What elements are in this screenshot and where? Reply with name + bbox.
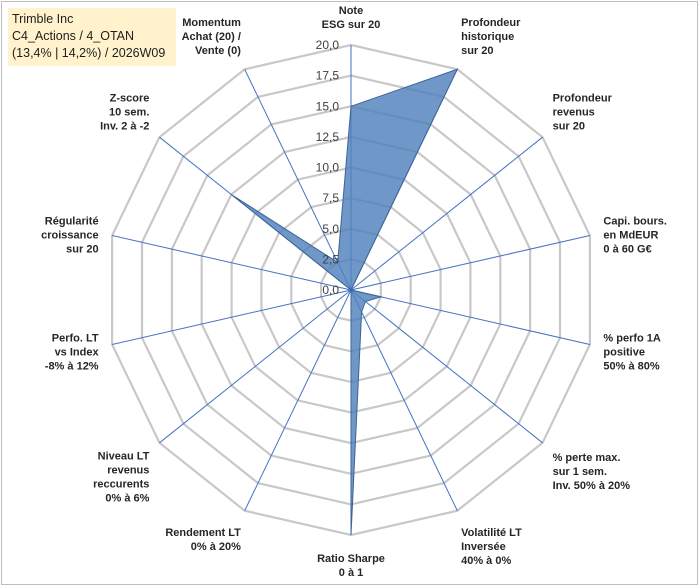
tick-label: 5,0 — [322, 222, 339, 236]
axis-spoke — [350, 136, 543, 291]
axis-spoke — [350, 289, 543, 444]
axis-label: Profondeur revenus sur 20 — [553, 92, 613, 132]
axis-label: Z-score 10 sem. Inv. 2 à -2 — [100, 92, 149, 132]
axis-label: Rendement LT 0% à 20% — [165, 527, 241, 553]
period-label: (13,4% | 14,2%) / 2026W09 — [12, 46, 166, 60]
axis-spoke — [350, 289, 591, 345]
axis-spoke — [244, 289, 352, 511]
axis-label: Volatilité LT Inversée 40% à 0% — [461, 527, 522, 567]
axis-spoke — [111, 235, 352, 291]
category-label: C4_Actions / 4_OTAN — [12, 29, 135, 43]
axis-spoke — [159, 289, 352, 444]
axis-spoke — [244, 69, 352, 291]
tick-label: 7,5 — [322, 191, 339, 205]
tick-label: 17,5 — [316, 69, 340, 83]
data-series-area — [230, 68, 459, 536]
axis-spoke — [111, 289, 352, 345]
axis-label: Niveau LT revenus reccurents 0% à 6% — [93, 450, 150, 504]
tick-label: 0,0 — [322, 283, 339, 297]
axis-label: Capi. bours. en MdEUR 0 à 60 G€ — [603, 216, 667, 256]
tick-label: 20,0 — [316, 38, 340, 52]
axis-label: % perfo 1A positive 50% à 80% — [603, 333, 661, 373]
axis-label: % perte max. sur 1 sem. Inv. 50% à 20% — [553, 452, 631, 492]
axis-label: Ratio Sharpe 0 à 1 — [317, 553, 385, 579]
axis-label: Momentum Achat (20) / Vente (0) — [182, 17, 242, 57]
tick-label: 10,0 — [316, 161, 340, 175]
axis-label: Régularité croissance sur 20 — [41, 216, 98, 256]
axis-spoke — [350, 289, 458, 511]
tick-label: 2,5 — [322, 252, 339, 266]
axis-spoke — [350, 235, 591, 291]
axis-label: Perfo. LT vs Index -8% à 12% — [45, 333, 100, 373]
tick-label: 12,5 — [316, 130, 340, 144]
chart-title-box: Trimble Inc C4_Actions / 4_OTAN (13,4% |… — [8, 8, 176, 66]
axis-label: Note ESG sur 20 — [322, 5, 381, 31]
axis-label: Profondeur historique sur 20 — [461, 17, 521, 57]
company-name: Trimble Inc — [12, 12, 74, 26]
tick-label: 15,0 — [316, 99, 340, 113]
